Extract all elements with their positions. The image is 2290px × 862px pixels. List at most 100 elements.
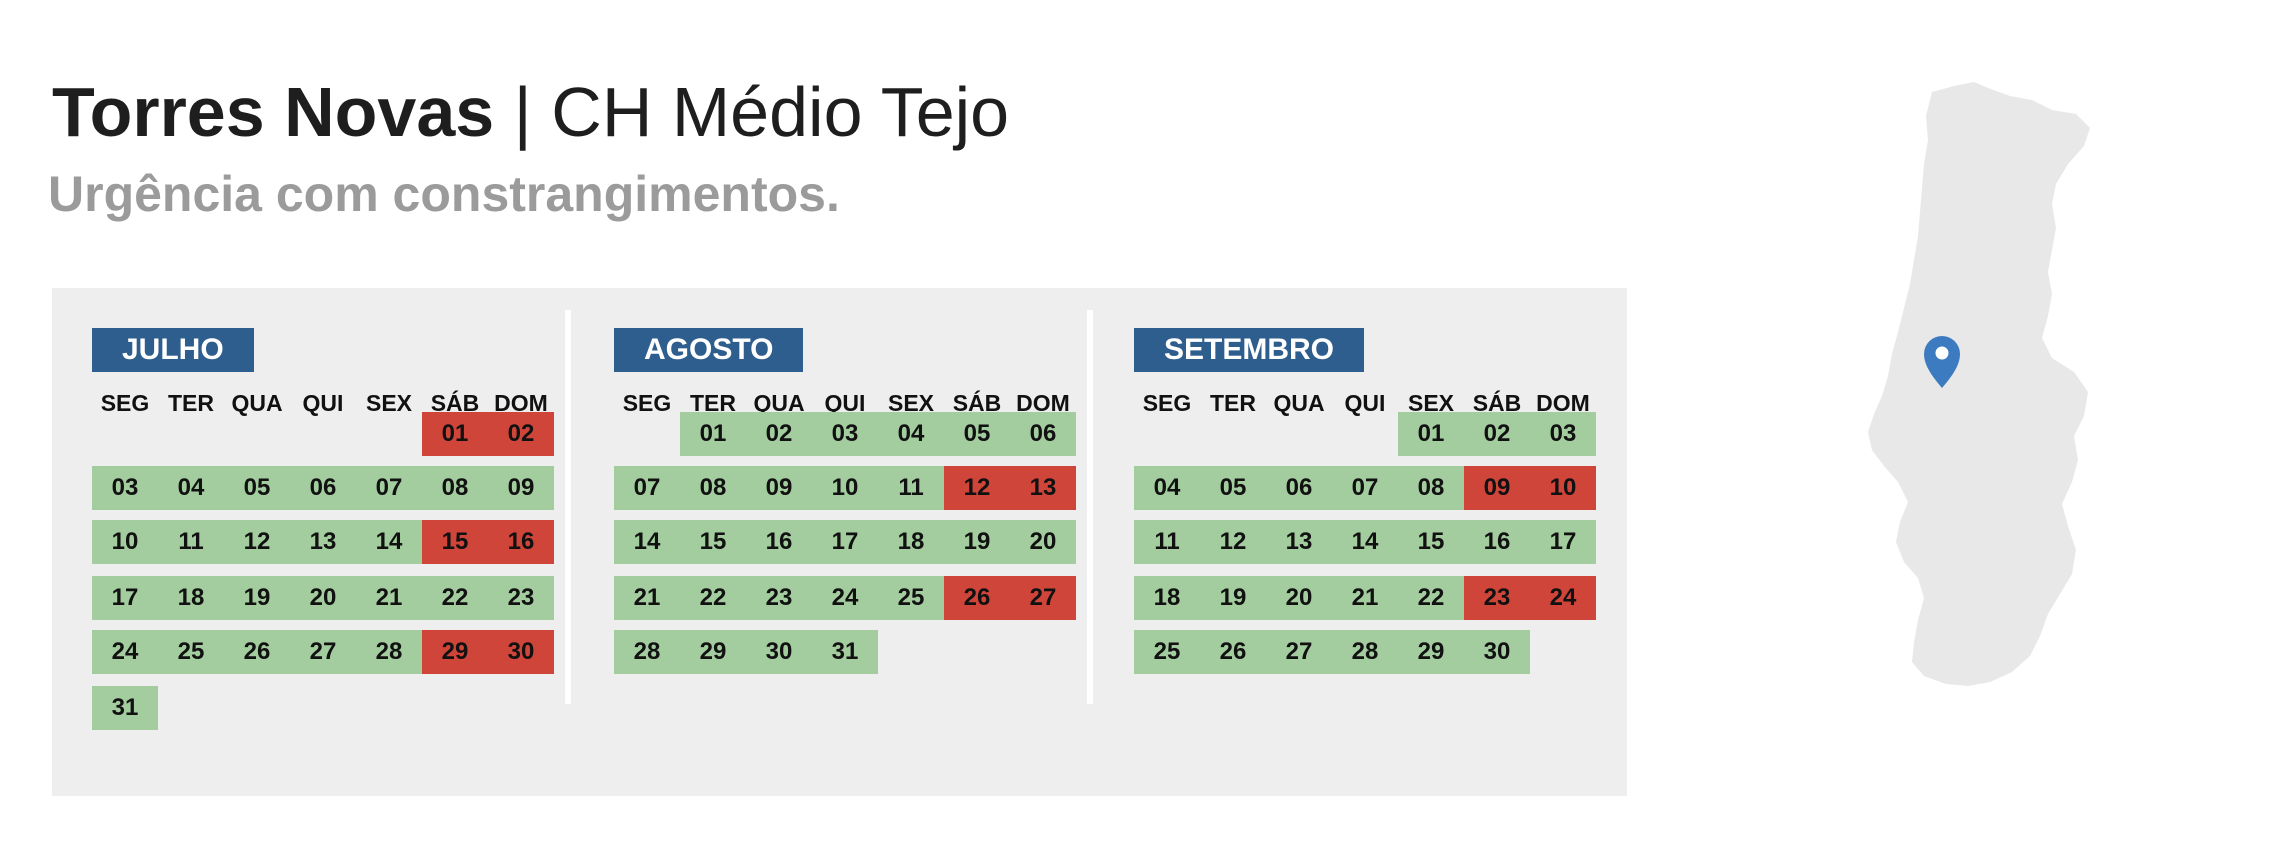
page-title: Torres Novas | CH Médio Tejo [52, 62, 1009, 162]
title-unit: | CH Médio Tejo [494, 73, 1010, 151]
day-cell: 01 [1398, 412, 1464, 456]
day-cell: 05 [1200, 466, 1266, 510]
weekday-header: SEX [1407, 390, 1455, 416]
day-cell: 29 [422, 630, 488, 674]
day-cell: 06 [1010, 412, 1076, 456]
day-cell: 13 [290, 520, 356, 564]
day-cell: 16 [746, 520, 812, 564]
day-cell: 09 [1464, 466, 1530, 510]
day-cell: 06 [1266, 466, 1332, 510]
day-cell: 19 [224, 576, 290, 620]
day-cell: 08 [422, 466, 488, 510]
day-cell: 04 [878, 412, 944, 456]
day-cell: 13 [1010, 466, 1076, 510]
weekday-header: QUI [824, 390, 866, 416]
day-cell: 24 [812, 576, 878, 620]
day-cell: 15 [680, 520, 746, 564]
weekday-header: QUI [302, 390, 344, 416]
day-cell: 27 [1010, 576, 1076, 620]
portugal-map [1868, 82, 2090, 686]
weekday-header: QUI [1344, 390, 1386, 416]
day-cell: 26 [1200, 630, 1266, 674]
weekday-header: SÁB [952, 390, 1002, 416]
page-subtitle: Urgência com constrangimentos. [48, 166, 840, 222]
day-cell: 02 [488, 412, 554, 456]
day-cell: 25 [878, 576, 944, 620]
day-cell: 18 [1134, 576, 1200, 620]
weekday-header: TER [1210, 390, 1256, 416]
day-cell: 05 [944, 412, 1010, 456]
day-cell: 22 [422, 576, 488, 620]
day-cell: 28 [356, 630, 422, 674]
day-cell: 09 [746, 466, 812, 510]
title-hospital: Torres Novas [52, 73, 495, 151]
day-cell: 08 [680, 466, 746, 510]
day-cell: 27 [290, 630, 356, 674]
day-cell: 21 [1332, 576, 1398, 620]
day-cell: 01 [422, 412, 488, 456]
weekday-header: DOM [1016, 390, 1070, 416]
day-cell: 06 [290, 466, 356, 510]
day-cell: 14 [356, 520, 422, 564]
day-cell: 22 [680, 576, 746, 620]
day-cell: 15 [1398, 520, 1464, 564]
day-cell: 02 [746, 412, 812, 456]
day-cell: 23 [1464, 576, 1530, 620]
day-cell: 29 [1398, 630, 1464, 674]
day-cell: 02 [1464, 412, 1530, 456]
weekday-header: SEG [622, 390, 672, 416]
day-cell: 16 [1464, 520, 1530, 564]
day-cell: 15 [422, 520, 488, 564]
day-cell: 29 [680, 630, 746, 674]
weekday-header: SEG [100, 390, 150, 416]
day-cell: 04 [1134, 466, 1200, 510]
day-cell: 03 [812, 412, 878, 456]
weekday-header: QUA [753, 390, 805, 416]
weekday-header: TER [690, 390, 736, 416]
weekday-header: SEX [887, 390, 935, 416]
day-cell: 20 [290, 576, 356, 620]
day-cell: 23 [746, 576, 812, 620]
day-cell: 19 [1200, 576, 1266, 620]
day-cell: 03 [1530, 412, 1596, 456]
day-cell: 26 [944, 576, 1010, 620]
day-cell: 30 [1464, 630, 1530, 674]
weekday-header: QUA [231, 390, 283, 416]
month-divider [565, 310, 571, 704]
day-cell: 07 [614, 466, 680, 510]
day-cell: 21 [614, 576, 680, 620]
location-pin-center [1935, 346, 1949, 360]
month-divider [1087, 310, 1093, 704]
day-cell: 14 [614, 520, 680, 564]
day-cell: 11 [878, 466, 944, 510]
day-cell: 08 [1398, 466, 1464, 510]
day-cell: 26 [224, 630, 290, 674]
day-cell: 25 [158, 630, 224, 674]
day-cell: 31 [92, 686, 158, 730]
day-cell: 30 [488, 630, 554, 674]
day-cell: 13 [1266, 520, 1332, 564]
day-cell: 11 [1134, 520, 1200, 564]
day-cell: 22 [1398, 576, 1464, 620]
day-cell: 31 [812, 630, 878, 674]
day-cell: 12 [944, 466, 1010, 510]
weekday-header: QUA [1273, 390, 1325, 416]
day-cell: 20 [1010, 520, 1076, 564]
month-label: SETEMBRO [1134, 328, 1365, 372]
month-label: JULHO [92, 328, 254, 372]
day-cell: 21 [356, 576, 422, 620]
weekday-header: TER [168, 390, 214, 416]
day-cell: 30 [746, 630, 812, 674]
day-cell: 28 [614, 630, 680, 674]
day-cell: 27 [1266, 630, 1332, 674]
calendar-panel: JULHO SEG TER QUA QUI SEX SÁB DOM 01 02 03 04 05 06 07… [52, 288, 1627, 796]
day-cell: 10 [92, 520, 158, 564]
day-cell: 04 [158, 466, 224, 510]
day-cell: 01 [680, 412, 746, 456]
day-cell: 19 [944, 520, 1010, 564]
day-cell: 07 [1332, 466, 1398, 510]
weekday-header: SÁB [1472, 390, 1522, 416]
month-label: AGOSTO [614, 328, 804, 372]
day-cell: 16 [488, 520, 554, 564]
day-cell: 17 [1530, 520, 1596, 564]
